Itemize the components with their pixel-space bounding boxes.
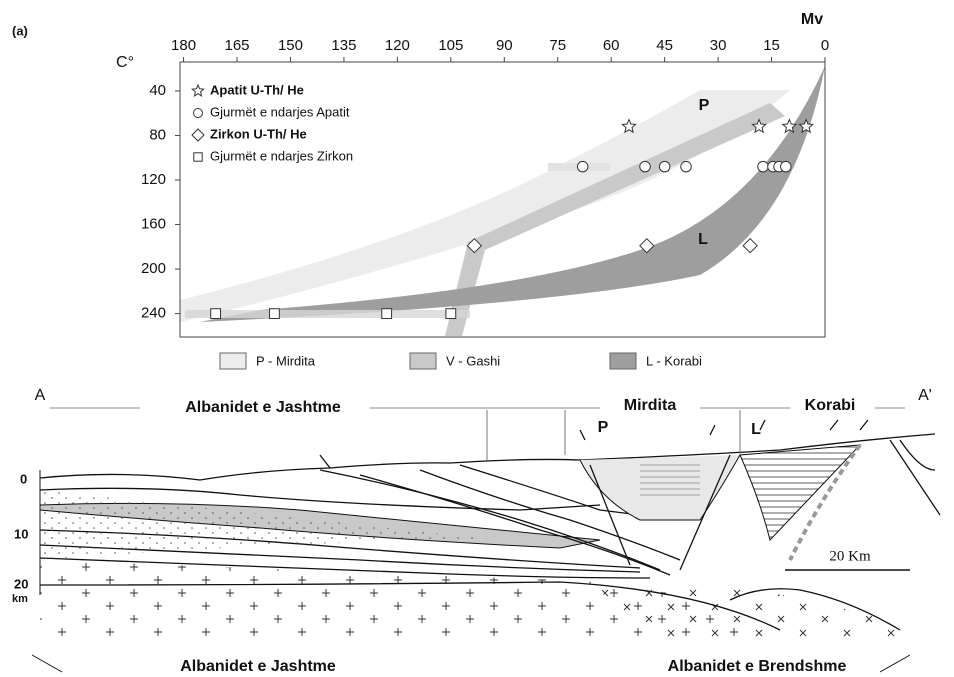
legend-label: L - Korabi: [646, 353, 702, 368]
y-tick-label: 120: [141, 171, 166, 188]
depth-tick: 10: [14, 526, 28, 541]
x-tick-label: 105: [438, 37, 463, 54]
marker: [446, 309, 456, 319]
x-tick-label: 60: [603, 37, 620, 54]
x-tick-label: 150: [278, 37, 303, 54]
marker: [758, 161, 769, 172]
y-tick-label: 80: [149, 126, 166, 143]
legend-swatch: [410, 353, 436, 369]
marker: [659, 161, 670, 172]
annotation: P: [699, 97, 710, 114]
legend-swatch: [220, 353, 246, 369]
x-tick-label: 0: [821, 37, 829, 54]
x-tick-label: 135: [331, 37, 356, 54]
legend-label: Apatit U-Th/ He: [210, 82, 304, 97]
marker: [681, 161, 692, 172]
marker: [781, 161, 792, 172]
x-tick-label: 30: [710, 37, 727, 54]
zone-label: Mirdita: [624, 397, 677, 414]
annotation: L: [698, 231, 708, 248]
marker: [194, 109, 203, 118]
x-tick-label: 180: [171, 37, 196, 54]
legend-label: Zirkon U-Th/ He: [210, 126, 307, 141]
marker: [194, 153, 202, 161]
legend-label: Gjurmët e ndarjes Apatit: [210, 104, 350, 119]
legend-label: Gjurmët e ndarjes Zirkon: [210, 148, 353, 163]
x-tick-label: 90: [496, 37, 513, 54]
x-tick-label: 165: [225, 37, 250, 54]
depth-tick: 20: [14, 576, 28, 591]
marker: [270, 309, 280, 319]
marker: [743, 239, 757, 253]
y-tick-label: 160: [141, 216, 166, 233]
figure: (a) Mv C° 180165150135120105907560453015…: [0, 0, 954, 677]
section-end: A': [918, 387, 932, 404]
legend-swatch: [610, 353, 636, 369]
y-axis-label: C°: [116, 54, 134, 71]
marker: [577, 161, 588, 172]
unit-label: P: [598, 419, 609, 436]
zone-label: Albanidet e Jashtme: [185, 399, 341, 416]
marker: [211, 309, 221, 319]
legend-label: P - Mirdita: [256, 353, 316, 368]
y-tick-label: 200: [141, 260, 166, 277]
unit-label: L: [751, 421, 761, 438]
cross-section: [40, 410, 940, 640]
y-tick-label: 240: [141, 305, 166, 322]
x-tick-label: 75: [549, 37, 566, 54]
band-strip: [185, 310, 470, 318]
depth-unit: km: [12, 593, 28, 605]
marker: [192, 85, 203, 96]
bottom-label: Albanidet e Brendshme: [668, 658, 847, 675]
depth-tick: 0: [20, 471, 27, 486]
x-tick-label: 120: [385, 37, 410, 54]
panel-label: (a): [12, 23, 28, 38]
x-tick-label: 15: [763, 37, 780, 54]
x-tick-label: 45: [656, 37, 673, 54]
y-tick-label: 40: [149, 82, 166, 99]
scale-label: 20 Km: [829, 548, 871, 564]
marker: [192, 129, 204, 141]
section-end: A: [35, 387, 46, 404]
legend-label: V - Gashi: [446, 353, 500, 368]
zone-label: Korabi: [805, 397, 856, 414]
marker: [382, 309, 392, 319]
marker: [640, 161, 651, 172]
bottom-label: Albanidet e Jashtme: [180, 658, 336, 675]
x-axis-label: Mv: [801, 11, 823, 28]
